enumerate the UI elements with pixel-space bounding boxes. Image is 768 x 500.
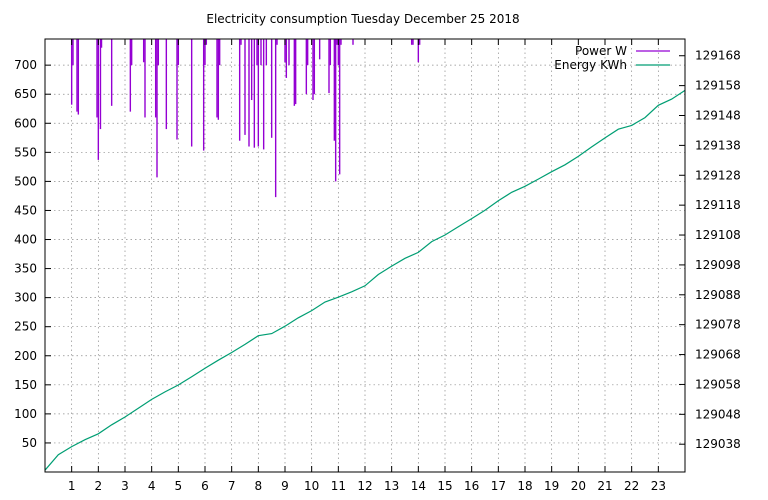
axes-layer: 1 2 3 4 5 6 7 8 9 10 11 12 13 14 15 16 17 18 19 20 21 22 23501…: [14, 39, 741, 493]
legend-label-energy: Energy KWh: [554, 58, 627, 72]
x-tick-label: 9: [281, 479, 289, 493]
x-tick-label: 20: [571, 479, 586, 493]
y-tick-label: 650: [14, 87, 37, 101]
energy-line: [44, 89, 686, 471]
y-tick-label: 350: [14, 262, 37, 276]
x-tick-label: 4: [148, 479, 156, 493]
x-tick-label: 3: [121, 479, 129, 493]
y-tick-label: 300: [14, 291, 37, 305]
x-tick-label: 5: [175, 479, 183, 493]
y2-tick-label: 129098: [695, 258, 741, 272]
y2-tick-label: 129168: [695, 49, 741, 63]
y2-tick-label: 129058: [695, 377, 741, 391]
y2-tick-label: 129108: [695, 228, 741, 242]
y-tick-label: 450: [14, 203, 37, 217]
series-layer: [44, 39, 686, 471]
x-tick-label: 16: [464, 479, 479, 493]
x-tick-label: 10: [304, 479, 319, 493]
x-tick-label: 14: [411, 479, 426, 493]
y-tick-label: 150: [14, 378, 37, 392]
y2-tick-label: 129038: [695, 437, 741, 451]
y-tick-label: 100: [14, 407, 37, 421]
x-tick-label: 6: [201, 479, 209, 493]
y-tick-label: 500: [14, 174, 37, 188]
x-tick-label: 19: [544, 479, 559, 493]
y2-tick-label: 129128: [695, 168, 741, 182]
y-tick-label: 700: [14, 58, 37, 72]
y-tick-label: 550: [14, 145, 37, 159]
y-tick-label: 200: [14, 349, 37, 363]
legend: Power W Energy KWh: [554, 44, 670, 72]
grid-layer: [45, 39, 685, 472]
y2-tick-label: 129068: [695, 348, 741, 362]
y-tick-label: 250: [14, 320, 37, 334]
x-tick-label: 11: [331, 479, 346, 493]
y2-tick-label: 129158: [695, 79, 741, 93]
legend-label-power: Power W: [575, 44, 627, 58]
x-tick-label: 12: [357, 479, 372, 493]
y2-tick-label: 129078: [695, 318, 741, 332]
y2-tick-label: 129088: [695, 288, 741, 302]
x-tick-label: 18: [517, 479, 532, 493]
y2-tick-label: 129148: [695, 108, 741, 122]
x-tick-label: 21: [597, 479, 612, 493]
x-tick-label: 8: [255, 479, 263, 493]
x-tick-label: 13: [384, 479, 399, 493]
x-tick-label: 23: [651, 479, 666, 493]
y-tick-label: 400: [14, 233, 37, 247]
x-tick-label: 15: [437, 479, 452, 493]
x-tick-label: 17: [491, 479, 506, 493]
y2-tick-label: 129138: [695, 138, 741, 152]
x-tick-label: 7: [228, 479, 236, 493]
y-tick-label: 600: [14, 116, 37, 130]
y2-tick-label: 129118: [695, 198, 741, 212]
x-tick-label: 22: [624, 479, 639, 493]
x-tick-label: 1: [68, 479, 76, 493]
chart-title: Electricity consumption Tuesday December…: [206, 12, 519, 26]
y-tick-label: 50: [22, 436, 37, 450]
x-tick-label: 2: [95, 479, 103, 493]
y2-tick-label: 129048: [695, 407, 741, 421]
